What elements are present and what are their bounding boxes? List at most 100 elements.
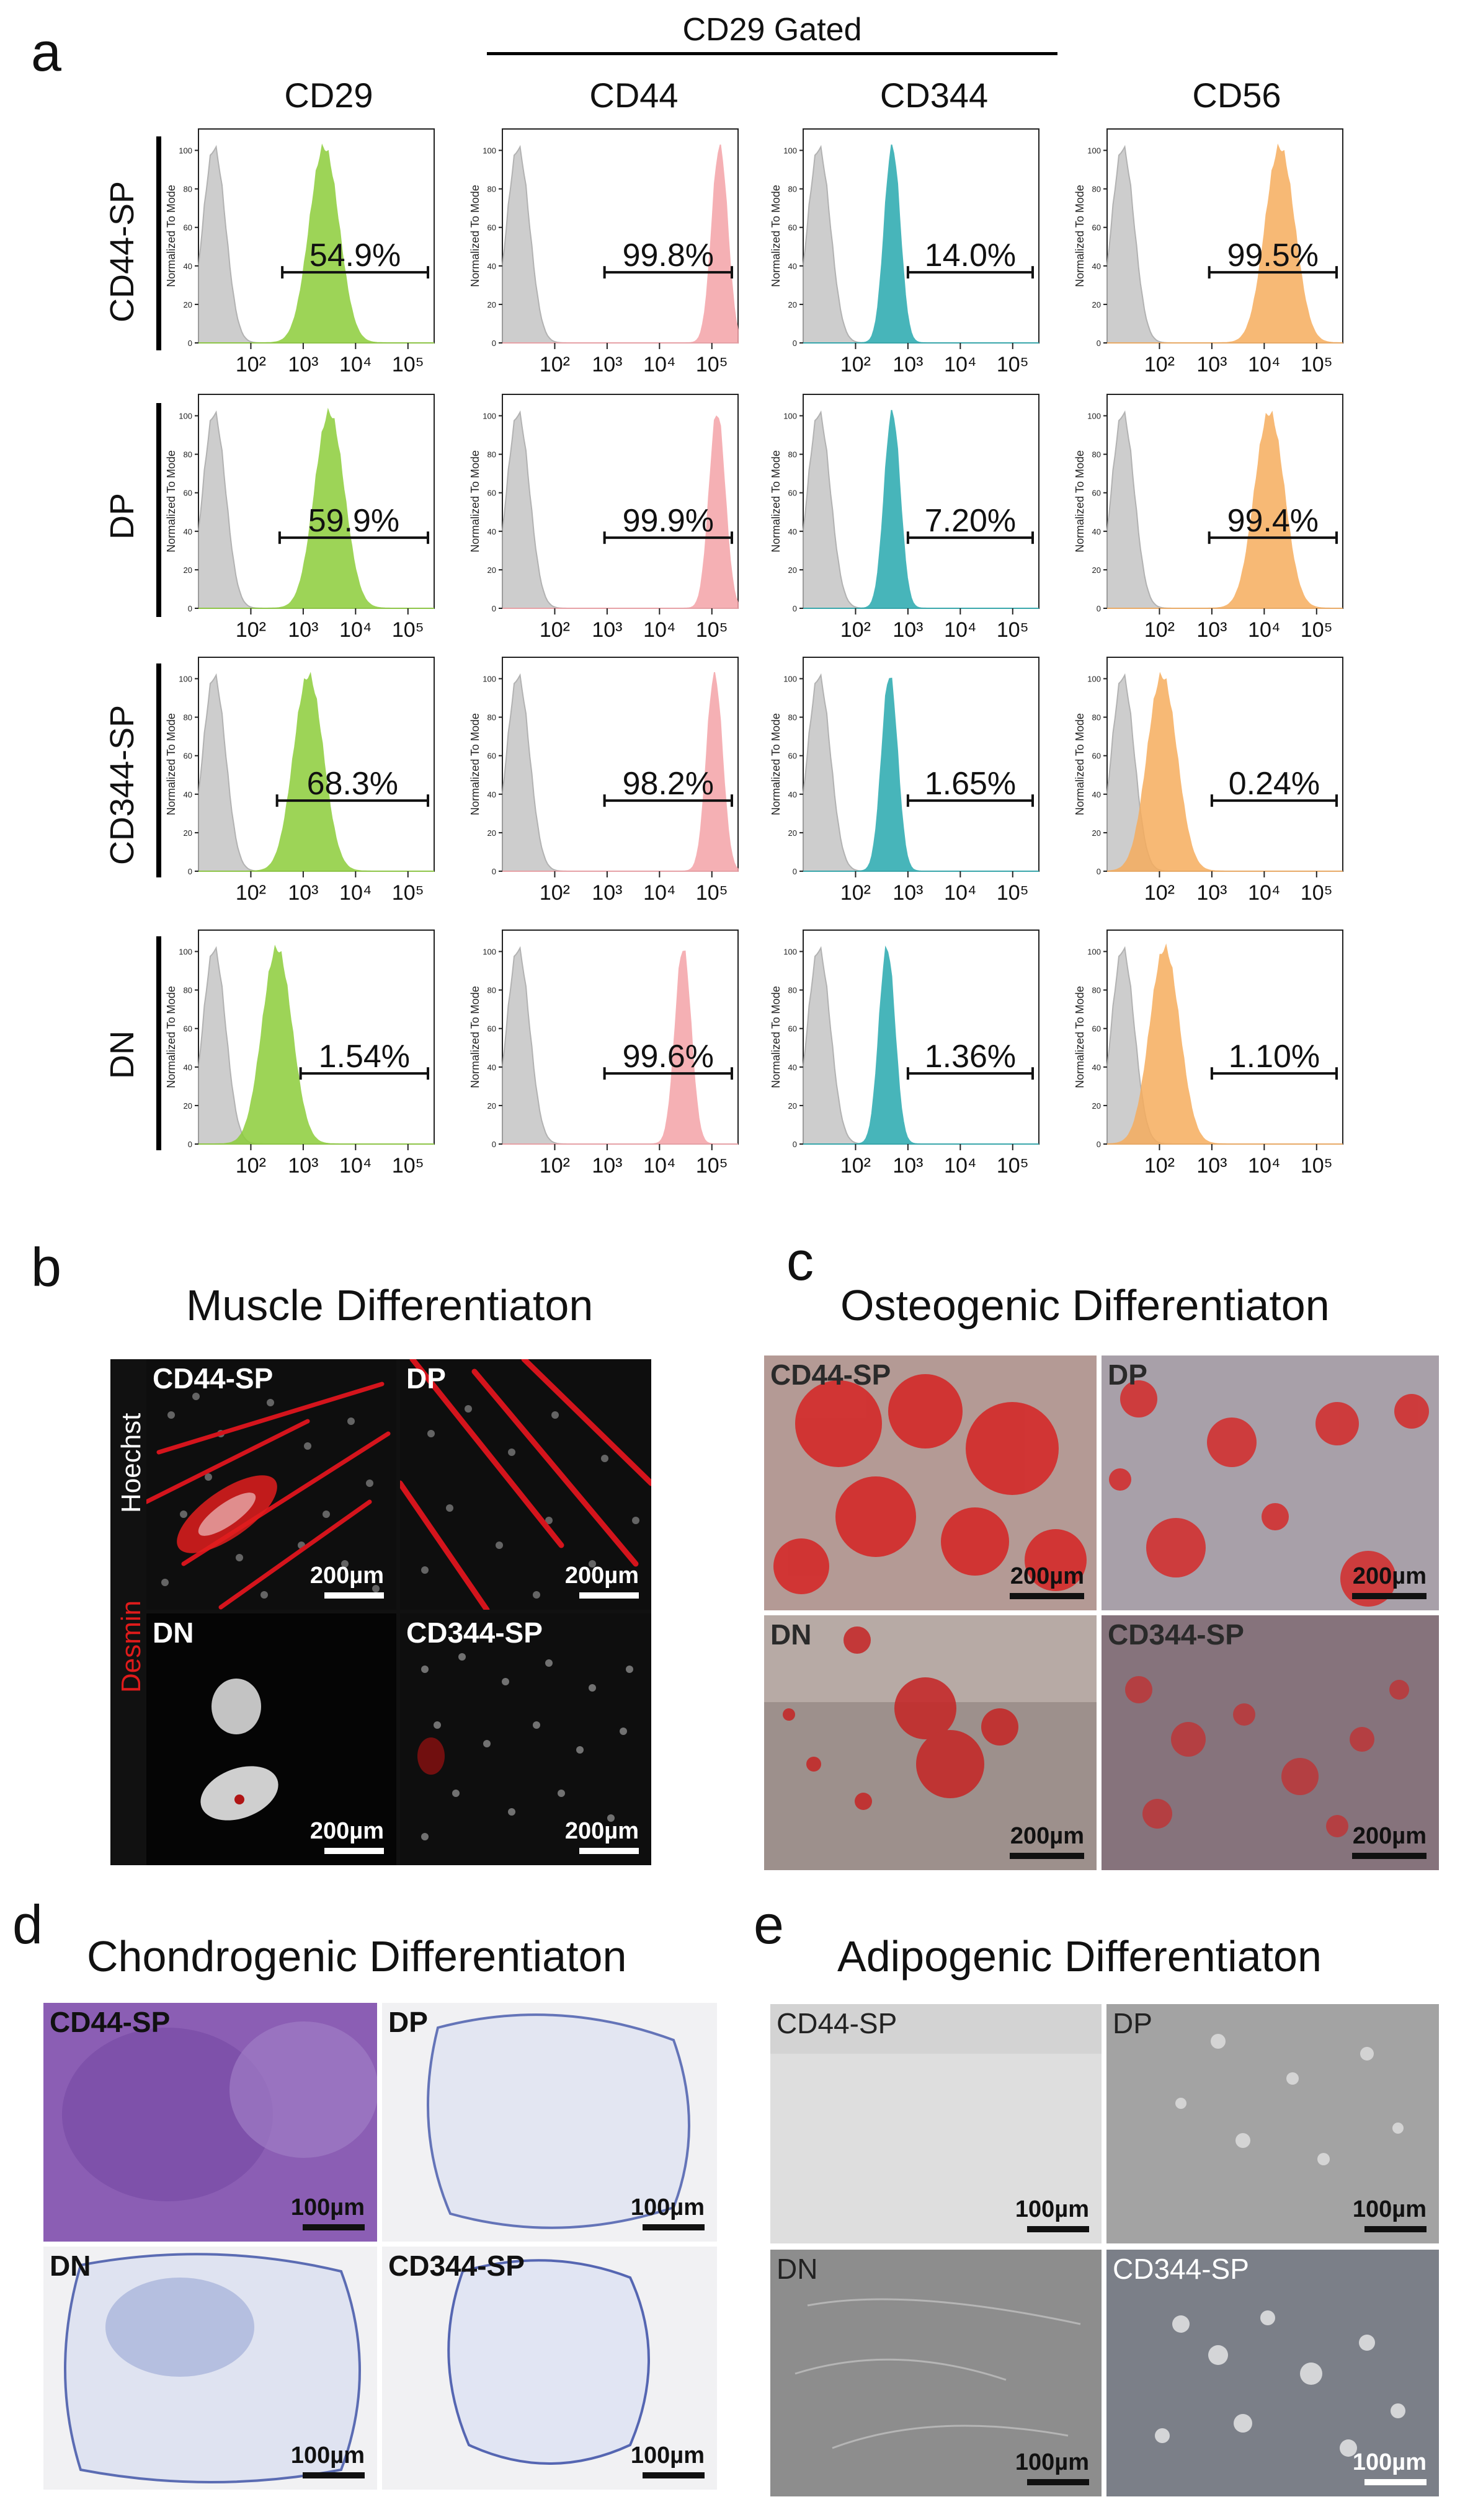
gated-header: CD29 Gated [682, 12, 862, 48]
panel-d-title: Chondrogenic Differentiaton [87, 1932, 627, 1981]
y-tick-label-r1-cd56: 100 [1087, 412, 1101, 421]
x-tick-label-r3-cd29: 10⁵ [392, 1154, 424, 1178]
plot-frame-r1-cd56 [1106, 394, 1343, 609]
x-tick-label-r3-cd44: 10² [540, 1154, 570, 1178]
y-axis-label-r1-cd44: Normalized To Mode [469, 450, 481, 552]
osteo-scale-text-cd44sp: 200µm [1010, 1563, 1084, 1589]
y-tick-label-r2-cd56: 40 [1092, 790, 1101, 799]
y-tick-label-r3-cd44: 20 [487, 1101, 496, 1111]
osteo-scale-text-cd344sp: 200µm [1352, 1823, 1427, 1849]
sample-histogram-r1-cd56 [1107, 410, 1343, 609]
y-tick-label-r1-cd344: 0 [793, 604, 797, 613]
y-axis-label-r2-cd29: Normalized To Mode [165, 713, 177, 815]
row-bar-dn [156, 936, 161, 1150]
x-tick-label-r1-cd44: 10⁴ [643, 618, 675, 642]
y-tick-label-r2-cd344: 20 [788, 828, 797, 838]
y-axis-label-r2-cd344: Normalized To Mode [770, 713, 782, 815]
y-tick-label-r0-cd344: 0 [793, 339, 797, 348]
y-tick-label-r3-cd44: 60 [487, 1024, 496, 1034]
histogram-r3-cd56: 0 20 40 60 80 100 Normalized To Mode 10² 10³ 10⁴ 1… [1074, 929, 1343, 1178]
y-tick-label-r2-cd44: 0 [492, 867, 496, 876]
y-tick-label-r3-cd44: 80 [487, 986, 496, 995]
chondro-label-dn: DN [50, 2250, 91, 2282]
y-tick-label-r0-cd344: 80 [788, 185, 797, 194]
x-tick-label-r0-cd29: 10⁵ [392, 353, 424, 376]
chondro-scale-bar-cd344sp [643, 2472, 705, 2478]
adipo-image-dn [770, 2250, 1102, 2496]
y-tick-label-r0-cd44: 60 [487, 223, 496, 233]
osteo-scale-bar-dn [1010, 1853, 1084, 1859]
y-tick-label-r3-cd44: 0 [492, 1140, 496, 1149]
gate-percent-r1-cd344: 7.20% [925, 503, 1016, 539]
x-tick-label-r1-cd344: 10² [840, 618, 871, 642]
x-tick-label-r1-cd29: 10² [236, 618, 266, 642]
panel-c-title: Osteogenic Differentiaton [840, 1281, 1330, 1329]
chondro-tile-cd44sp: CD44-SP 100µm [43, 2003, 377, 2242]
x-tick-label-r0-cd29: 10³ [288, 353, 318, 376]
y-tick-label-r2-cd29: 100 [179, 675, 192, 684]
y-tick-label-r1-cd44: 40 [487, 527, 496, 536]
row-bar-dp [156, 403, 161, 617]
y-tick-label-r0-cd44: 40 [487, 262, 496, 271]
y-tick-label-r3-cd56: 0 [1097, 1140, 1101, 1149]
stain-desmin-label: Desmin [116, 1600, 146, 1693]
y-axis-label-r3-cd29: Normalized To Mode [165, 986, 177, 1088]
x-tick-label-r3-cd344: 10⁵ [997, 1154, 1029, 1178]
x-tick-label-r3-cd56: 10³ [1196, 1154, 1227, 1178]
histogram-r2-cd29: 0 20 40 60 80 100 Normalized To Mode 10² 10³ 10⁴ 1… [165, 657, 435, 905]
osteo-tile-cd344sp: CD344-SP 200µm [1102, 1615, 1439, 1870]
osteo-label-cd344sp: CD344-SP [1108, 1618, 1244, 1651]
x-tick-label-r0-cd56: 10⁴ [1248, 353, 1280, 376]
histogram-r1-cd56: 0 20 40 60 80 100 Normalized To Mode 10² 10³ 10⁴ 1… [1074, 394, 1343, 642]
y-tick-label-r0-cd44: 0 [492, 339, 496, 348]
gate-percent-r1-cd29: 59.9% [308, 503, 399, 539]
col-title-cd344: CD344 [879, 76, 989, 115]
adipo-scale-text-cd344sp: 100µm [1352, 2449, 1427, 2475]
sample-histogram-r0-cd344 [803, 144, 1039, 344]
chondro-tile-dn: DN 100µm [43, 2247, 377, 2490]
x-tick-label-r1-cd29: 10⁵ [392, 618, 424, 642]
muscle-scale-text-dp: 200µm [564, 1563, 639, 1589]
chondro-tile-dp: DP 100µm [382, 2003, 717, 2242]
y-tick-label-r0-cd56: 100 [1087, 146, 1101, 156]
x-tick-label-r3-cd29: 10³ [288, 1154, 318, 1178]
y-tick-label-r2-cd29: 60 [184, 752, 192, 761]
x-tick-label-r1-cd29: 10³ [288, 618, 318, 642]
adipo-label-cd344sp: CD344-SP [1113, 2253, 1249, 2285]
x-tick-label-r3-cd29: 10² [236, 1154, 266, 1178]
y-tick-label-r3-cd56: 100 [1087, 947, 1101, 957]
gate-percent-r1-cd56: 99.4% [1227, 503, 1319, 539]
sample-histogram-r0-cd44 [502, 144, 739, 344]
osteo-scale-bar-dp [1352, 1593, 1427, 1599]
x-tick-label-r0-cd56: 10³ [1196, 353, 1227, 376]
histogram-r1-cd29: 0 20 40 60 80 100 Normalized To Mode 10² 10³ 10⁴ 1… [165, 394, 435, 642]
osteo-image-cd344sp [1102, 1615, 1439, 1870]
x-tick-label-r1-cd44: 10² [540, 618, 570, 642]
y-tick-label-r1-cd344: 40 [788, 527, 797, 536]
adipo-image-cd344sp [1106, 2250, 1439, 2496]
y-tick-label-r3-cd344: 0 [793, 1140, 797, 1149]
y-tick-label-r2-cd56: 0 [1097, 867, 1101, 876]
adipo-tile-cd44sp: CD44-SP 100µm [770, 2004, 1102, 2243]
muscle-scale-text-cd344sp: 200µm [564, 1818, 639, 1844]
panel-a-letter: a [31, 21, 61, 82]
y-tick-label-r3-cd56: 20 [1092, 1101, 1101, 1111]
x-tick-label-r3-cd44: 10⁴ [643, 1154, 675, 1178]
y-tick-label-r1-cd29: 80 [184, 450, 192, 459]
histogram-r0-cd56: 0 20 40 60 80 100 Normalized To Mode 10² 10³ 10⁴ 1… [1074, 128, 1343, 376]
y-tick-label-r3-cd44: 40 [487, 1063, 496, 1072]
y-tick-label-r0-cd44: 100 [483, 146, 496, 156]
chondro-scale-text-dp: 100µm [630, 2194, 705, 2221]
y-tick-label-r2-cd44: 20 [487, 828, 496, 838]
y-tick-label-r3-cd56: 40 [1092, 1063, 1101, 1072]
sample-histogram-r3-cd344 [803, 945, 1039, 1145]
osteo-image-dp [1102, 1355, 1439, 1610]
x-tick-label-r2-cd29: 10⁵ [392, 881, 424, 905]
chondro-image-cd44sp [43, 2003, 377, 2242]
y-tick-label-r0-cd44: 20 [487, 300, 496, 309]
y-tick-label-r3-cd344: 100 [783, 947, 797, 957]
x-tick-label-r0-cd344: 10³ [892, 353, 923, 376]
chondro-image-dp [427, 2013, 690, 2229]
x-tick-label-r2-cd344: 10³ [892, 881, 923, 905]
x-tick-label-r2-cd56: 10⁴ [1248, 881, 1280, 905]
